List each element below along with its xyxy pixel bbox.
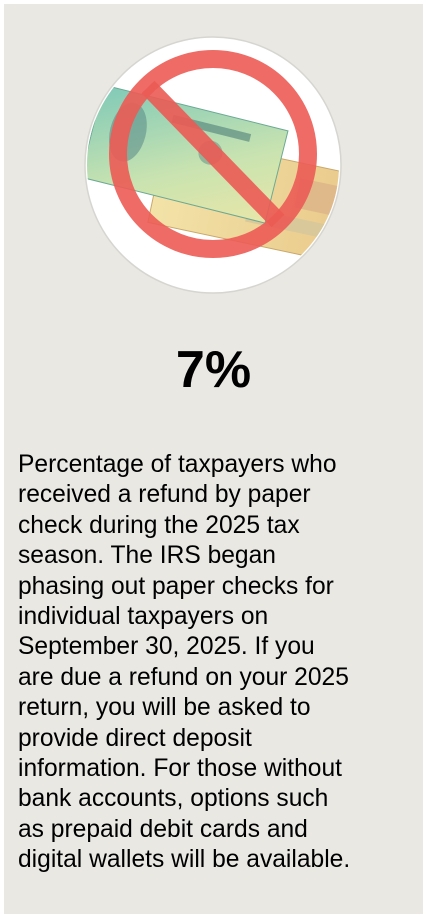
stat-card: 7% Percentage of taxpayers who received a… [4, 4, 423, 914]
description-line: September 30, 2025. If you [18, 633, 315, 661]
stat-value: 7% [175, 341, 252, 399]
description-line: return, you will be asked to [18, 694, 311, 722]
check-illustration [84, 36, 342, 294]
description-line: Percentage of taxpayers who [18, 451, 337, 478]
description-line: check during the 2025 tax [18, 511, 300, 539]
description-line: provide direct deposit [18, 724, 252, 752]
description-line: phasing out paper checks for [18, 572, 334, 600]
description-line: received a refund by paper [18, 481, 311, 509]
description-line: individual taxpayers on [18, 603, 269, 631]
description-line: as prepaid debit cards and [18, 815, 308, 843]
description: Percentage of taxpayers who received a re… [18, 450, 350, 876]
description-line: are due a refund on your 2025 [18, 663, 349, 691]
description-line: bank accounts, options such [18, 785, 329, 813]
description-line: information. For those without [18, 755, 342, 783]
description-line: season. The IRS began [18, 542, 276, 570]
description-line: digital wallets will be available. [18, 846, 351, 874]
